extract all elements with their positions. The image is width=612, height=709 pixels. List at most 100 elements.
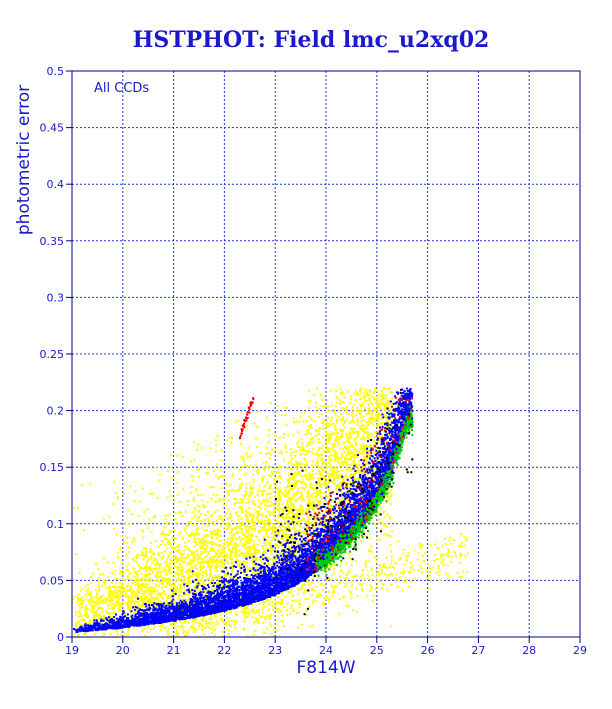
- data-point-yellow: [378, 405, 381, 408]
- data-point-yellow: [185, 557, 188, 560]
- data-point-yellow: [363, 456, 366, 459]
- data-point-yellow: [169, 490, 171, 493]
- data-point-yellow: [77, 597, 80, 599]
- data-point-yellow: [368, 412, 371, 415]
- data-point-yellow: [327, 448, 330, 451]
- data-point-yellow: [359, 404, 362, 407]
- data-point-yellow: [193, 459, 196, 462]
- data-point-yellow: [368, 532, 371, 535]
- data-point-yellow: [288, 535, 291, 538]
- data-point-yellow: [198, 533, 201, 536]
- data-point-yellow: [143, 555, 146, 558]
- data-point-yellow: [358, 450, 361, 453]
- data-point-yellow: [222, 575, 225, 578]
- data-point-yellow: [269, 522, 272, 525]
- data-point-yellow: [211, 576, 214, 579]
- data-point-yellow: [315, 406, 318, 409]
- data-point-yellow: [207, 519, 210, 522]
- data-point-yellow: [260, 519, 263, 521]
- data-point-yellow: [149, 628, 152, 631]
- data-point-yellow: [158, 592, 161, 595]
- data-point-yellow: [80, 614, 83, 617]
- data-point-yellow: [360, 451, 363, 454]
- data-point-yellow: [365, 394, 368, 397]
- data-point-yellow: [318, 447, 321, 450]
- data-point-yellow: [183, 630, 186, 633]
- data-point-yellow: [210, 497, 213, 500]
- data-point-yellow: [371, 416, 374, 419]
- data-point-yellow: [168, 567, 171, 570]
- data-point-yellow: [123, 541, 125, 543]
- data-point-yellow: [138, 589, 141, 592]
- data-point-yellow: [372, 423, 375, 426]
- data-point-yellow: [163, 543, 166, 546]
- data-point-yellow: [151, 492, 154, 495]
- data-point-yellow: [234, 553, 237, 556]
- data-point-yellow: [241, 499, 243, 501]
- data-point-yellow: [279, 529, 282, 532]
- data-point-yellow: [331, 505, 334, 507]
- data-point-yellow: [300, 510, 303, 513]
- data-point-yellow: [388, 534, 390, 537]
- data-point-yellow: [290, 483, 293, 486]
- data-point-yellow: [239, 540, 242, 543]
- data-point-yellow: [362, 419, 365, 422]
- data-point-yellow: [307, 492, 310, 495]
- data-point-yellow: [317, 500, 320, 503]
- data-point-yellow: [238, 553, 241, 556]
- data-point-yellow: [192, 497, 195, 500]
- data-point-yellow: [135, 580, 138, 583]
- data-point-yellow: [212, 625, 215, 628]
- data-point-yellow: [362, 429, 365, 432]
- data-point-yellow: [359, 472, 362, 474]
- data-point-yellow: [271, 530, 274, 533]
- data-point-yellow: [111, 598, 114, 601]
- data-point-yellow: [351, 445, 354, 448]
- data-point-yellow: [361, 479, 364, 482]
- data-point-yellow: [102, 632, 105, 635]
- data-point-yellow: [197, 493, 200, 496]
- data-point-yellow: [226, 571, 229, 574]
- data-point-yellow: [164, 578, 167, 581]
- data-point-yellow: [158, 562, 161, 565]
- data-point-yellow: [202, 547, 205, 550]
- data-point-yellow: [243, 553, 246, 556]
- data-point-yellow: [259, 507, 262, 510]
- data-point-yellow: [280, 450, 283, 453]
- data-point-yellow: [305, 474, 308, 477]
- data-point-yellow: [316, 523, 319, 526]
- data-point-yellow: [239, 484, 242, 487]
- data-point-yellow: [191, 475, 193, 477]
- data-point-yellow: [114, 586, 117, 589]
- data-point-yellow: [96, 597, 99, 600]
- data-point-yellow: [264, 564, 267, 567]
- data-point-yellow: [386, 513, 389, 516]
- data-point-yellow: [181, 456, 184, 459]
- data-point-yellow: [238, 469, 241, 472]
- data-point-yellow: [292, 479, 295, 482]
- data-point-yellow: [293, 491, 296, 494]
- data-point-yellow: [232, 537, 235, 540]
- data-point-yellow: [318, 516, 320, 519]
- data-point-yellow: [388, 399, 391, 402]
- data-point-yellow: [191, 511, 194, 514]
- data-point-yellow: [330, 473, 333, 476]
- data-point-yellow: [214, 511, 216, 513]
- data-point-yellow: [315, 483, 318, 486]
- data-point-yellow: [134, 583, 136, 586]
- data-point-yellow: [348, 553, 351, 556]
- data-point-yellow: [118, 590, 121, 592]
- data-point-yellow: [155, 584, 158, 587]
- data-point-yellow: [300, 520, 302, 523]
- data-point-yellow: [224, 542, 227, 545]
- data-point-yellow: [118, 572, 121, 575]
- data-point-yellow: [329, 463, 332, 466]
- data-point-yellow: [248, 490, 251, 493]
- data-point-yellow: [155, 567, 157, 570]
- data-point-yellow: [263, 526, 266, 529]
- data-point-yellow: [317, 453, 320, 456]
- data-point-yellow: [345, 562, 348, 565]
- data-point-yellow: [359, 416, 362, 419]
- data-point-yellow: [325, 482, 328, 485]
- data-point-yellow: [278, 498, 280, 501]
